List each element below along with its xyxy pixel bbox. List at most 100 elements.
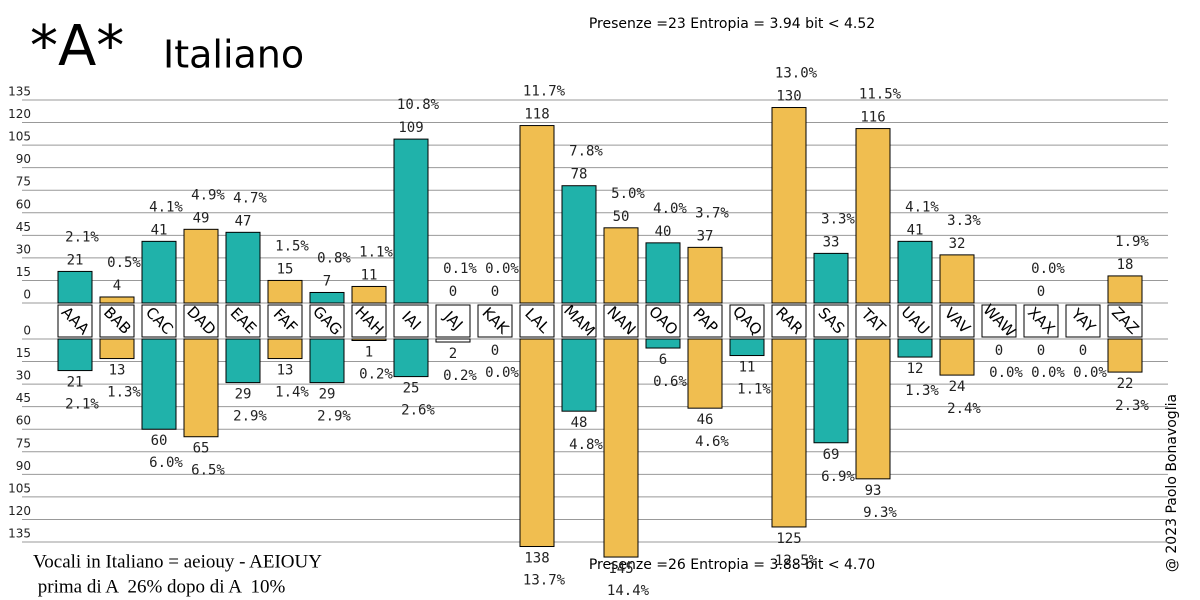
percent-label: 3.7% <box>695 205 729 221</box>
bar <box>855 338 891 480</box>
category-box <box>897 304 933 338</box>
category-box <box>1023 304 1059 338</box>
category-box <box>771 304 807 338</box>
percent-label: 1.3% <box>905 383 939 399</box>
percent-label: 2.3% <box>1115 398 1149 414</box>
percent-label: 0.1% <box>443 261 477 277</box>
percent-label: 1.4% <box>275 385 309 401</box>
percent-label: 9.3% <box>863 505 897 521</box>
value-label: 2 <box>449 346 457 362</box>
y-tick-label: 45 <box>16 220 31 234</box>
percent-label: 2.4% <box>947 401 981 417</box>
value-label: 109 <box>398 120 423 136</box>
bar <box>519 338 555 548</box>
y-tick-label: 90 <box>16 459 31 473</box>
bar <box>141 338 177 430</box>
category-box <box>57 304 93 338</box>
percent-label: 0.6% <box>653 374 687 390</box>
value-label: 18 <box>1117 257 1134 273</box>
y-tick-label: 75 <box>16 175 31 189</box>
category-box <box>183 304 219 338</box>
value-label: 46 <box>697 412 714 428</box>
y-tick-label: 60 <box>16 197 31 211</box>
bar <box>939 338 975 376</box>
category-box <box>729 304 765 338</box>
percent-label: 0.8% <box>317 250 351 266</box>
bar <box>897 338 933 358</box>
percent-label: 0.0% <box>989 365 1023 381</box>
bar <box>603 338 639 558</box>
percent-label: 11.5% <box>859 87 902 103</box>
bar <box>99 338 135 360</box>
value-label: 22 <box>1117 376 1134 392</box>
value-label: 0 <box>449 284 457 300</box>
percent-label: 1.1% <box>359 244 393 260</box>
category-box <box>981 304 1017 338</box>
bar <box>1107 338 1143 373</box>
value-label: 33 <box>823 234 840 250</box>
percent-label: 10.8% <box>397 97 440 113</box>
value-label: 130 <box>776 89 801 105</box>
y-tick-label: 105 <box>8 130 31 144</box>
category-box <box>687 304 723 338</box>
y-tick-label: 120 <box>8 107 31 121</box>
bar <box>1107 275 1143 304</box>
percent-label: 0.0% <box>485 365 519 381</box>
percent-label: 0.2% <box>443 368 477 384</box>
category-box <box>435 304 471 338</box>
percent-label: 4.9% <box>191 187 225 203</box>
percent-label: 1.3% <box>107 385 141 401</box>
value-label: 37 <box>697 228 714 244</box>
y-tick-label: 45 <box>16 391 31 405</box>
bar <box>687 338 723 409</box>
bar <box>813 338 849 444</box>
category-box <box>1065 304 1101 338</box>
value-label: 11 <box>361 267 378 283</box>
bar <box>57 338 93 372</box>
percent-label: 3.3% <box>947 213 981 229</box>
value-label: 15 <box>277 261 294 277</box>
value-label: 47 <box>235 213 252 229</box>
value-label: 0 <box>491 343 499 359</box>
bar <box>183 228 219 304</box>
bar <box>393 338 429 378</box>
percent-label: 0.0% <box>1073 365 1107 381</box>
value-label: 0 <box>1037 343 1045 359</box>
percent-label: 2.9% <box>317 409 351 425</box>
bar <box>99 296 135 304</box>
percent-label: 6.5% <box>191 463 225 479</box>
bar <box>771 107 807 304</box>
category-box <box>477 304 513 338</box>
value-label: 29 <box>319 387 336 403</box>
bar <box>645 338 681 349</box>
value-label: 48 <box>571 415 588 431</box>
credit: @ 2023 Paolo Bonavoglia <box>1164 394 1180 572</box>
percent-label: 4.1% <box>905 199 939 215</box>
percent-label: 0.0% <box>1031 365 1065 381</box>
y-tick-label: 15 <box>16 265 31 279</box>
y-tick-label: 120 <box>8 504 31 518</box>
percent-label: 2.9% <box>233 409 267 425</box>
percent-label: 2.1% <box>65 397 99 413</box>
y-tick-label: 0 <box>23 288 31 302</box>
value-label: 118 <box>524 107 549 123</box>
percent-label: 1.1% <box>737 382 771 398</box>
category-box <box>645 304 681 338</box>
value-label: 1 <box>365 345 373 361</box>
category-box <box>519 304 555 338</box>
value-label: 29 <box>235 387 252 403</box>
chart-title: *A* <box>30 14 124 79</box>
value-label: 24 <box>949 379 966 395</box>
percent-label: 4.7% <box>233 190 267 206</box>
value-label: 78 <box>571 167 588 183</box>
value-label: 60 <box>151 433 168 449</box>
y-tick-label: 30 <box>16 242 31 256</box>
bar <box>309 338 345 384</box>
bar <box>645 242 681 304</box>
value-label: 145 <box>608 561 633 577</box>
bar <box>351 338 387 342</box>
percent-label: 2.6% <box>401 403 435 419</box>
bar <box>267 338 303 360</box>
bar <box>225 338 261 384</box>
y-tick-label: 60 <box>16 414 31 428</box>
